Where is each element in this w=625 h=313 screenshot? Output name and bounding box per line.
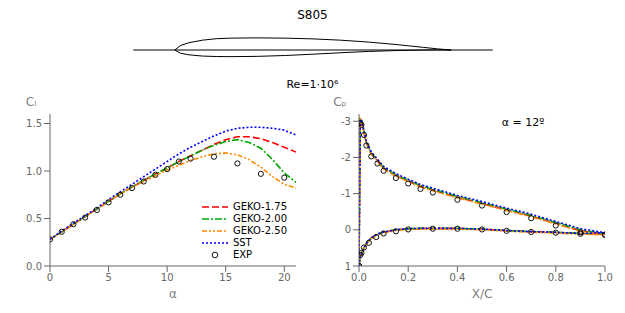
html-text:GEKO-2.00: GEKO-2.00 bbox=[232, 213, 287, 224]
svg-text:20: 20 bbox=[278, 272, 291, 283]
svg-text:-3: -3 bbox=[341, 116, 351, 127]
svg-text:10: 10 bbox=[161, 272, 174, 283]
svg-text:0.0: 0.0 bbox=[351, 272, 367, 283]
svg-text:0.4: 0.4 bbox=[449, 272, 465, 283]
svg-text:X/C: X/C bbox=[472, 287, 493, 301]
html-text:S805: S805 bbox=[297, 8, 328, 22]
svg-text:α: α bbox=[169, 287, 177, 301]
svg-text:0.5: 0.5 bbox=[26, 213, 42, 224]
svg-text:0.8: 0.8 bbox=[548, 272, 564, 283]
html-text:GEKO-1.75: GEKO-1.75 bbox=[232, 201, 287, 212]
svg-text:Cₚ: Cₚ bbox=[333, 95, 347, 109]
svg-text:0: 0 bbox=[345, 224, 351, 235]
svg-text:15: 15 bbox=[219, 272, 232, 283]
svg-text:1.0: 1.0 bbox=[597, 272, 613, 283]
html-text:EXP: EXP bbox=[232, 249, 253, 260]
svg-text:1: 1 bbox=[345, 261, 351, 272]
svg-text:5: 5 bbox=[105, 272, 111, 283]
svg-text:0.6: 0.6 bbox=[499, 272, 515, 283]
html-text:Re=1·10⁶: Re=1·10⁶ bbox=[286, 78, 339, 91]
svg-text:1.5: 1.5 bbox=[26, 118, 42, 129]
svg-text:1.0: 1.0 bbox=[26, 166, 42, 177]
svg-text:-2: -2 bbox=[341, 152, 351, 163]
html-text:SST: SST bbox=[232, 237, 252, 248]
svg-text:0.2: 0.2 bbox=[400, 272, 416, 283]
html-text:α = 12º: α = 12º bbox=[501, 116, 545, 129]
svg-text:0.0: 0.0 bbox=[26, 261, 42, 272]
svg-text:-1: -1 bbox=[341, 188, 351, 199]
html-text:GEKO-2.50: GEKO-2.50 bbox=[232, 225, 287, 236]
svg-text:0: 0 bbox=[47, 272, 53, 283]
svg-text:Cₗ: Cₗ bbox=[26, 95, 36, 109]
